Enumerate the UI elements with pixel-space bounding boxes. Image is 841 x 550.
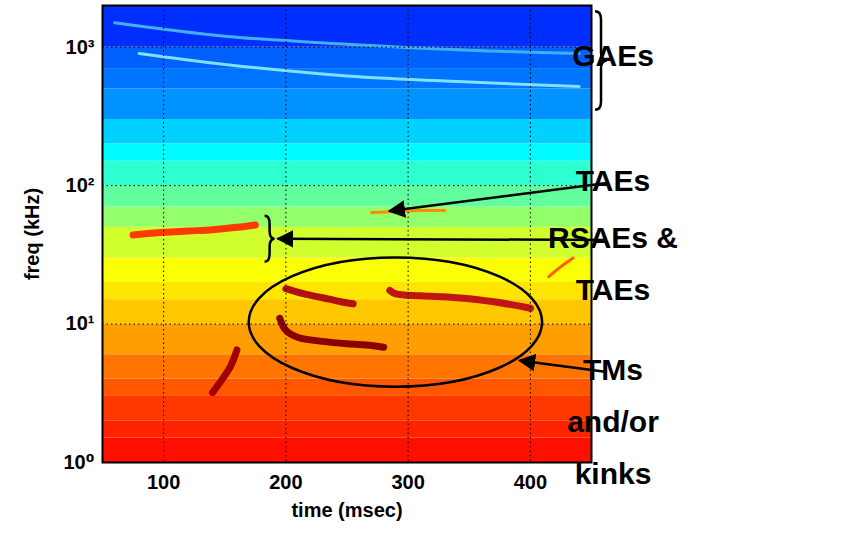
svg-text:400: 400 [514,471,547,493]
svg-text:10⁰: 10⁰ [63,451,94,473]
svg-text:kinks: kinks [575,457,652,490]
svg-text:RSAEs &: RSAEs & [548,221,678,254]
svg-text:100: 100 [147,471,180,493]
svg-text:and/or: and/or [567,405,659,438]
svg-text:TMs: TMs [583,352,643,386]
svg-text:200: 200 [269,471,302,493]
svg-text:10³: 10³ [66,36,95,58]
svg-text:TAEs: TAEs [576,164,650,197]
svg-text:TAEs: TAEs [576,273,650,306]
svg-text:freq (kHz): freq (kHz) [21,188,43,280]
svg-text:time (msec): time (msec) [291,499,402,521]
svg-text:10¹: 10¹ [66,312,95,334]
svg-text:300: 300 [391,471,424,493]
svg-text:GAEs: GAEs [572,39,654,72]
svg-text:10²: 10² [66,174,95,196]
